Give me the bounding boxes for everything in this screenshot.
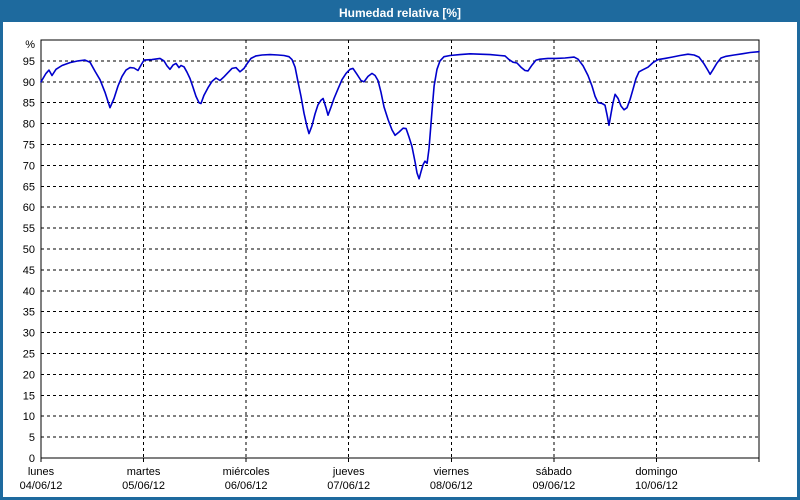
day-name-label: domingo	[635, 466, 677, 478]
y-tick-label: 55	[23, 223, 35, 235]
day-name-label: lunes	[28, 466, 55, 478]
y-tick-label: 40	[23, 286, 35, 298]
day-name-label: martes	[127, 466, 161, 478]
y-tick-label: 95	[23, 56, 35, 68]
humidity-chart-canvas: 0 5 10 15 20 25 30 35 40 45 50 55 60 65 70 75 80 85 90 95% l…	[20, 39, 760, 492]
window-title-bar: Humedad relativa [%]	[3, 3, 797, 22]
chart-title: Humedad relativa [%]	[338, 5, 462, 20]
chart-area: 0 5 10 15 20 25 30 35 40 45 50 55 60 65 70 75 80 85 90 95% l…	[3, 22, 797, 497]
day-date-label: 05/06/12	[122, 480, 165, 492]
y-tick-label: 45	[23, 265, 35, 277]
day-date-label: 09/06/12	[532, 480, 575, 492]
y-tick-label: 65	[23, 181, 35, 193]
day-date-label: 08/06/12	[430, 480, 473, 492]
day-name-label: miércoles	[223, 466, 271, 478]
y-tick-label: 35	[23, 307, 35, 319]
y-tick-label: 25	[23, 349, 35, 361]
y-tick-label: 50	[23, 244, 35, 256]
y-tick-label: 80	[23, 119, 35, 131]
y-axis-unit-label: %	[25, 39, 35, 51]
day-date-label: 06/06/12	[225, 480, 268, 492]
y-tick-label: 20	[23, 369, 35, 381]
y-tick-label: 90	[23, 77, 35, 89]
day-name-label: sábado	[536, 466, 572, 478]
plot-border	[40, 39, 760, 459]
day-date-label: 04/06/12	[20, 480, 63, 492]
y-tick-label: 85	[23, 98, 35, 110]
y-tick-label: 60	[23, 202, 35, 214]
y-tick-label: 70	[23, 160, 35, 172]
day-name-label: viernes	[434, 466, 470, 478]
day-date-label: 07/06/12	[327, 480, 370, 492]
y-tick-label: 0	[29, 453, 35, 465]
day-name-label: jueves	[332, 466, 365, 478]
y-tick-label: 30	[23, 328, 35, 340]
y-tick-label: 10	[23, 411, 35, 423]
day-date-label: 10/06/12	[635, 480, 678, 492]
humidity-series-line	[40, 50, 760, 180]
y-tick-label: 5	[29, 432, 35, 444]
y-tick-label: 75	[23, 140, 35, 152]
y-tick-label: 15	[23, 390, 35, 402]
